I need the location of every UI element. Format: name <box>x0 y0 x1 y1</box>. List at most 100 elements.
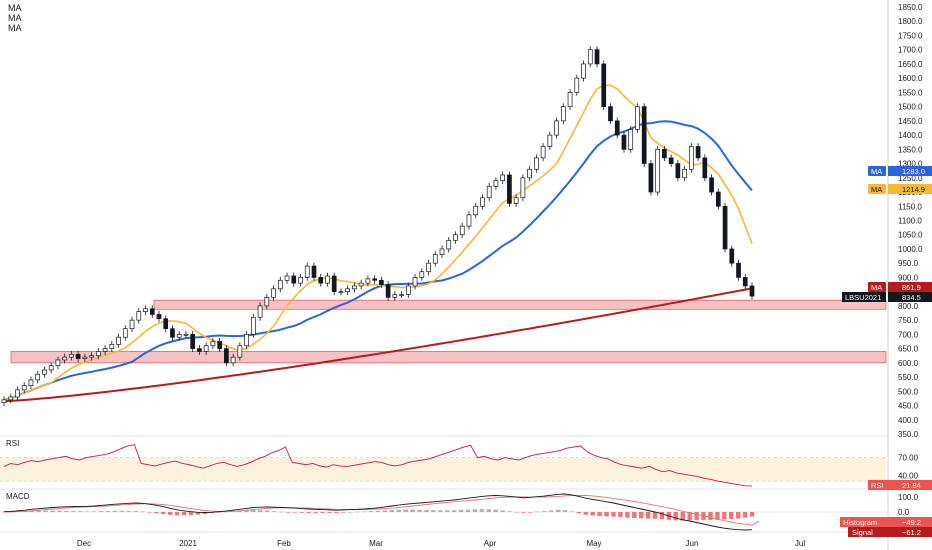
macd-histogram-bar <box>493 509 498 512</box>
candle-body <box>547 134 553 147</box>
candle-body <box>21 385 27 391</box>
macd-histogram-bar <box>91 511 97 512</box>
macd-histogram-bar <box>161 512 166 514</box>
badge-signal-label: Signal <box>852 528 873 537</box>
macd-histogram-bar <box>202 512 208 515</box>
price-tick-label: 350.0 <box>898 430 919 439</box>
candle-body <box>62 356 67 361</box>
badge-price-value: 834.5 <box>902 293 921 302</box>
macd-histogram-bar <box>264 510 270 512</box>
support-zone <box>153 299 887 310</box>
candle-body <box>69 353 74 358</box>
badge-ma-slow-right <box>888 282 932 292</box>
candle-body <box>8 396 14 401</box>
candle-body <box>399 294 404 296</box>
macd-histogram-bar <box>569 511 575 512</box>
badge-ma-mid-right <box>888 166 932 176</box>
rsi-line <box>3 444 753 487</box>
rsi-pane-title: RSI <box>6 439 20 448</box>
candle-body <box>405 285 411 295</box>
macd-histogram-bar <box>694 512 699 521</box>
macd-histogram-bar <box>424 509 429 512</box>
candle-body <box>15 389 20 398</box>
candle-body <box>298 277 303 284</box>
macd-histogram-bar <box>382 510 388 512</box>
badge-histogram: Histogram −49.2 <box>840 517 932 527</box>
legend-ma-1: MA <box>8 3 22 13</box>
candle-body <box>385 284 391 298</box>
time-axis-ticks: Dec 2021 Feb Mar Apr May Jun Jul <box>77 539 805 548</box>
macd-histogram-bar <box>341 512 346 513</box>
price-tick-label: 1400.0 <box>898 131 923 140</box>
badge-ma-slow-left <box>868 282 886 292</box>
candle-body <box>453 234 458 241</box>
macd-histogram-bar <box>174 512 180 516</box>
price-tick-label: 900.0 <box>898 273 919 282</box>
badge-rsi-left <box>868 480 888 490</box>
candle-body <box>432 254 438 264</box>
macd-histogram-bar <box>348 512 353 513</box>
macd-histogram-bar <box>355 511 360 513</box>
candle-body <box>129 319 135 330</box>
candle-body <box>82 356 88 359</box>
price-tick-label: 1050.0 <box>898 231 923 240</box>
badge-price-right <box>888 292 932 302</box>
candle-body <box>513 197 519 204</box>
support-zone <box>10 351 887 364</box>
candle-body <box>473 205 479 216</box>
time-tick-label: Feb <box>277 539 291 548</box>
macd-histogram-bar <box>1 511 7 513</box>
badge-rsi-right <box>888 480 932 490</box>
candle-body <box>500 174 506 181</box>
candle-body <box>95 351 101 357</box>
macd-histogram-bar <box>188 512 194 516</box>
macd-histogram-bar <box>604 512 609 517</box>
candle-body <box>136 311 142 321</box>
badge-ma-fast-value: 1214.9 <box>902 185 925 194</box>
macd-histogram-bar <box>618 512 623 518</box>
candle-body <box>641 106 647 164</box>
zones-layer <box>10 299 887 364</box>
badge-price: LBSU2021 834.5 <box>842 292 932 302</box>
candle-body <box>574 77 580 93</box>
candle-body <box>567 92 573 107</box>
macd-histogram-bar <box>576 512 582 514</box>
badge-ma-fast-right <box>888 184 932 194</box>
candle-body <box>149 308 155 315</box>
price-tick-label: 500.0 <box>898 387 919 396</box>
candle-body <box>331 275 337 293</box>
candle-body <box>419 271 425 278</box>
macd-histogram-bar <box>542 511 547 512</box>
time-tick-label: Dec <box>77 539 91 548</box>
badge-histogram-value: −49.2 <box>902 518 921 527</box>
candle-body <box>257 305 263 318</box>
macd-histogram-bar <box>715 512 720 520</box>
macd-histogram-bar <box>583 512 588 515</box>
price-tick-label: 400.0 <box>898 416 919 425</box>
price-tick-label: 1600.0 <box>898 74 923 83</box>
price-tick-label: 1100.0 <box>898 217 922 226</box>
macd-histogram-bar <box>119 510 124 512</box>
badge-signal: Signal −61.2 <box>848 527 932 537</box>
badge-rsi-label: RSI <box>871 481 884 490</box>
macd-histogram-bar <box>271 511 277 512</box>
time-tick-label: Mar <box>369 539 383 548</box>
legend-ma-3: MA <box>8 23 22 33</box>
macd-histogram-bar <box>181 512 187 516</box>
price-tick-label: 950.0 <box>898 259 919 268</box>
rsi-tick-label: 70.00 <box>898 454 919 463</box>
macd-layer <box>0 493 886 531</box>
candle-body <box>507 174 512 204</box>
candle-body <box>116 336 121 345</box>
badge-signal-left <box>848 527 888 537</box>
candle-body <box>392 294 398 298</box>
macd-histogram-bar <box>659 512 665 520</box>
macd-histogram-bar <box>57 510 62 512</box>
candle-body <box>143 308 148 312</box>
badge-ma-mid-label: MA <box>871 167 882 176</box>
macd-histogram-bar <box>645 512 651 519</box>
candle-body <box>742 277 748 287</box>
price-tick-label: 1150.0 <box>898 202 922 211</box>
candle-body <box>628 129 634 150</box>
